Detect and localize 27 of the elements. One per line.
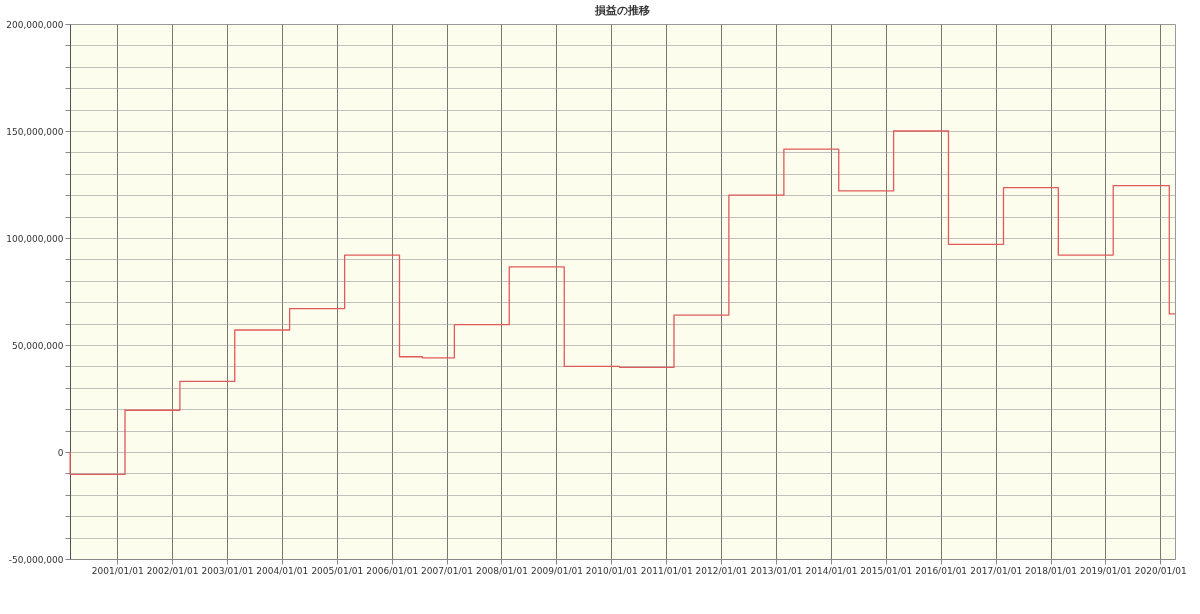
x-tick-label: 2004/01/01	[256, 565, 309, 576]
x-tick-label: 2018/01/01	[1025, 565, 1077, 576]
x-tick-label: 2003/01/01	[201, 565, 254, 576]
x-tick-label: 2010/01/01	[585, 565, 638, 576]
x-tick-label: 2016/01/01	[915, 565, 968, 576]
x-tick-label: 2009/01/01	[531, 565, 583, 576]
x-tick-label: 2008/01/01	[475, 565, 528, 576]
x-tick-label: 2015/01/01	[860, 565, 913, 576]
x-tick-label: 2005/01/01	[311, 565, 364, 576]
y-tick-label: -50,000,000	[8, 554, 64, 565]
x-tick-label: 2014/01/01	[805, 565, 858, 576]
x-tick-label: 2011/01/01	[640, 565, 693, 576]
x-tick-label: 2007/01/01	[421, 565, 473, 576]
x-tick-label: 2019/01/01	[1079, 565, 1132, 576]
x-tick-label: 2002/01/01	[146, 565, 199, 576]
x-tick-label: 2020/01/01	[1134, 565, 1187, 576]
y-tick-label: 100,000,000	[6, 233, 64, 244]
x-tick-label: 2017/01/01	[970, 565, 1023, 576]
y-tick-label: 0	[57, 447, 64, 458]
chart-title: 損益の推移	[594, 4, 650, 17]
y-tick-label: 200,000,000	[6, 19, 64, 30]
x-tick-label: 2013/01/01	[750, 565, 803, 576]
y-tick-label: 50,000,000	[11, 340, 64, 351]
y-tick-label: 150,000,000	[6, 126, 64, 137]
x-tick-label: 2001/01/01	[91, 565, 144, 576]
x-tick-label: 2006/01/01	[366, 565, 419, 576]
x-tick-label: 2012/01/01	[695, 565, 748, 576]
